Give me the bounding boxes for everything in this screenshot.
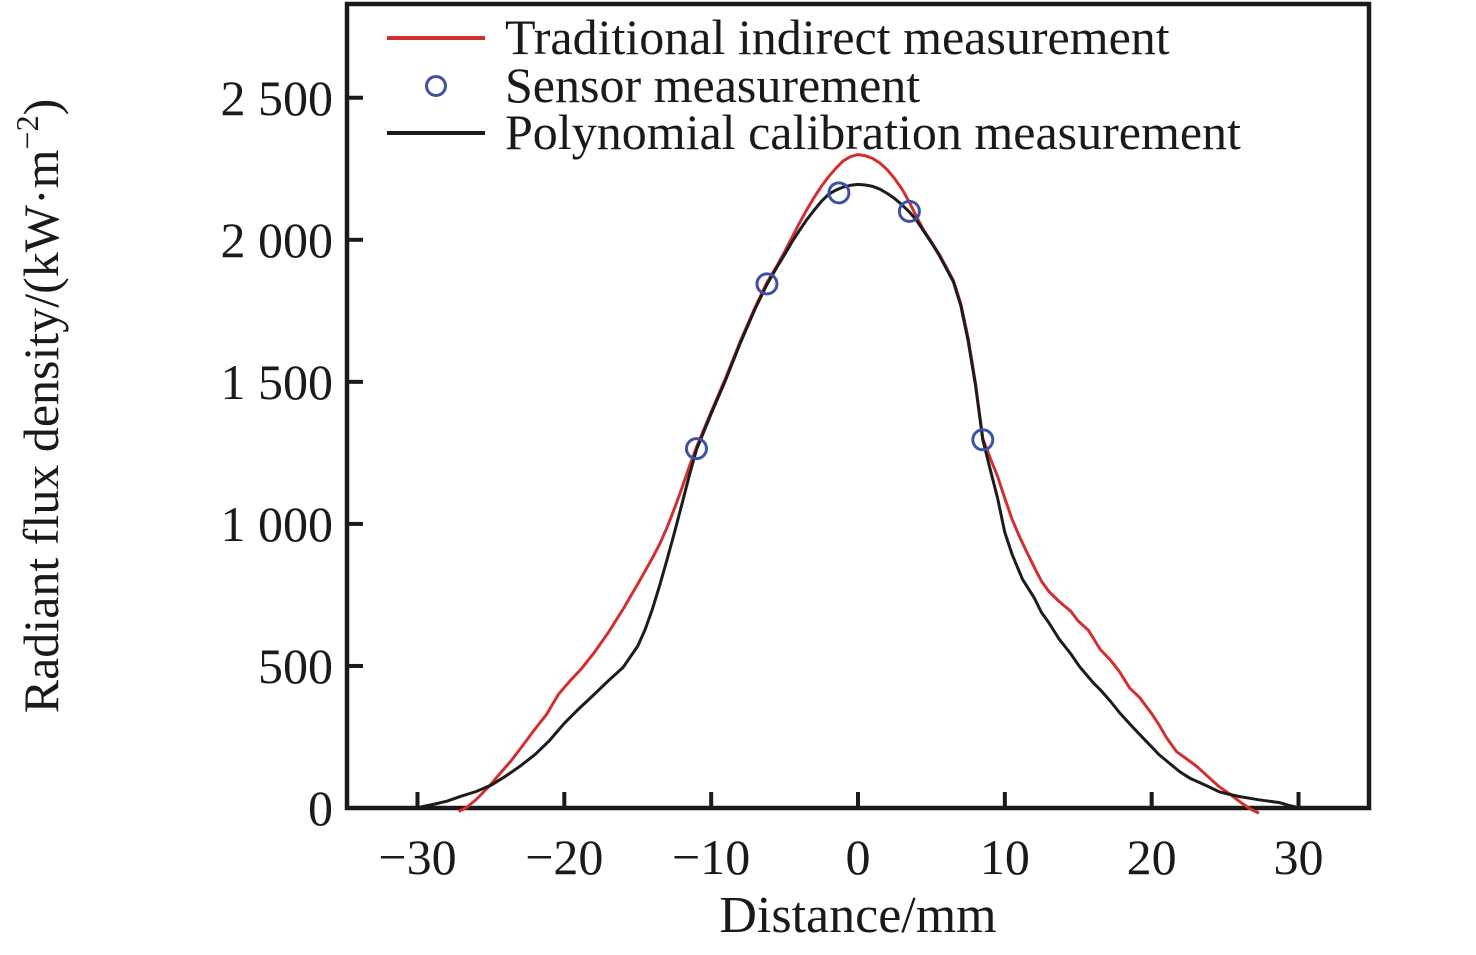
y-tick-label: 1 500 bbox=[221, 354, 334, 410]
y-tick-label: 1 000 bbox=[221, 496, 334, 552]
x-tick-label: 20 bbox=[1127, 829, 1177, 885]
sensor-point-marker bbox=[755, 272, 779, 296]
sensor-point-marker bbox=[827, 181, 851, 205]
x-axis-title: Distance/mm bbox=[719, 887, 996, 944]
x-tick-label: −30 bbox=[378, 829, 456, 885]
x-tick-label: 0 bbox=[846, 829, 871, 885]
y-tick-label: 2 000 bbox=[221, 212, 334, 268]
legend-item: Sensor measurement bbox=[425, 57, 920, 113]
x-tick-label: 10 bbox=[980, 829, 1030, 885]
y-tick-label: 2 500 bbox=[221, 70, 334, 126]
legend-label: Sensor measurement bbox=[505, 57, 920, 113]
legend-label: Polynomial calibration measurement bbox=[505, 104, 1241, 160]
y-axis-title: Radiant flux density/(kW·m−2) bbox=[9, 99, 69, 713]
x-tick-label: −20 bbox=[525, 829, 603, 885]
series-line-polynomial bbox=[418, 182, 1296, 809]
legend-circle-swatch bbox=[425, 75, 447, 97]
legend-item: Traditional indirect measurement bbox=[387, 9, 1170, 65]
y-tick-label: 500 bbox=[258, 638, 333, 694]
sensor-point-marker bbox=[971, 428, 995, 452]
sensor-point-marker bbox=[897, 199, 921, 223]
legend-label: Traditional indirect measurement bbox=[505, 9, 1170, 65]
sensor-point-marker bbox=[684, 437, 708, 461]
plot-frame bbox=[344, 1, 1372, 811]
x-tick-label: 30 bbox=[1274, 829, 1324, 885]
legend-item: Polynomial calibration measurement bbox=[387, 104, 1241, 160]
series-line-traditional bbox=[457, 153, 1260, 815]
x-tick-label: −10 bbox=[672, 829, 750, 885]
y-tick-label: 0 bbox=[308, 780, 333, 836]
